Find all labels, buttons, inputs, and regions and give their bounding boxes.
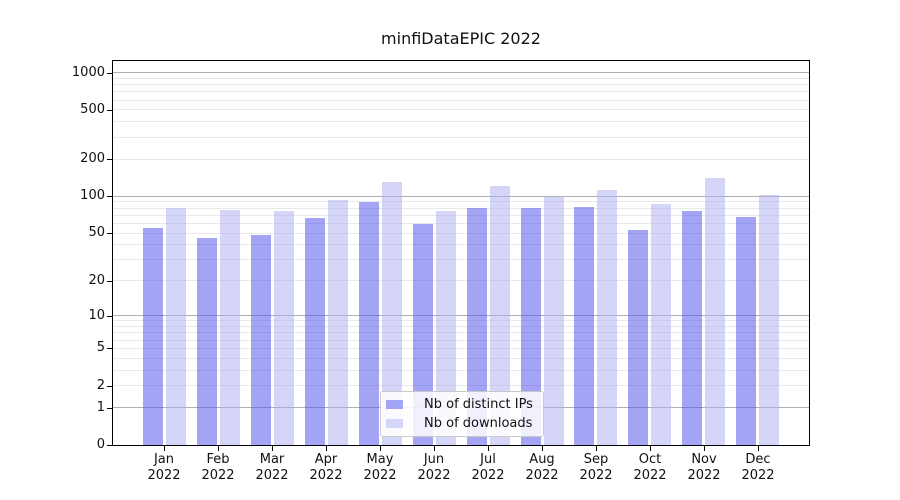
bar-nb-of-distinct-ips-apr-2022: [304, 217, 325, 445]
bar-nb-of-distinct-ips-dec-2022: [736, 216, 757, 445]
x-tick-label-nov-2022: Nov 2022: [687, 452, 721, 483]
gridline-major: [113, 196, 809, 197]
bar-nb-of-distinct-ips-oct-2022: [628, 230, 649, 445]
bar-layer: [113, 61, 809, 445]
x-tick-mark: [272, 446, 273, 451]
gridline-major: [113, 315, 809, 316]
x-tick-mark: [650, 446, 651, 451]
y-tick-label-20: 20: [88, 273, 105, 288]
x-tick-mark: [596, 446, 597, 451]
gridline-minor: [113, 208, 809, 209]
bar-nb-of-distinct-ips-jan-2022: [142, 228, 163, 445]
bar-nb-of-downloads-mar-2022: [273, 210, 294, 445]
grid-layer: [113, 61, 809, 445]
y-tick-label-500: 500: [80, 102, 105, 117]
x-tick-label-sep-2022: Sep 2022: [579, 452, 613, 483]
bar-nb-of-distinct-ips-mar-2022: [250, 235, 271, 445]
x-tick-label-jun-2022: Jun 2022: [417, 452, 451, 483]
x-tick-label-may-2022: May 2022: [363, 452, 397, 483]
legend-label-nb-of-distinct-ips: Nb of distinct IPs: [424, 397, 533, 412]
gridline-major: [113, 72, 809, 73]
legend-label-nb-of-downloads: Nb of downloads: [424, 416, 533, 431]
gridline-minor: [113, 280, 809, 281]
x-tick-label-mar-2022: Mar 2022: [255, 452, 289, 483]
gridline-minor: [113, 159, 809, 160]
gridline-minor: [113, 215, 809, 216]
bar-nb-of-downloads-jun-2022: [435, 210, 456, 445]
bar-nb-of-distinct-ips-jul-2022: [466, 207, 487, 445]
gridline-minor: [113, 84, 809, 85]
bar-nb-of-downloads-apr-2022: [327, 199, 348, 445]
x-tick-label-aug-2022: Aug 2022: [525, 452, 559, 483]
y-tick-label-50: 50: [88, 225, 105, 240]
legend: Nb of distinct IPs Nb of downloads: [380, 391, 544, 437]
x-tick-label-jul-2022: Jul 2022: [471, 452, 505, 483]
x-tick-mark: [164, 446, 165, 451]
bar-nb-of-distinct-ips-feb-2022: [196, 237, 217, 445]
plot-area: [112, 60, 810, 446]
gridline-minor: [113, 223, 809, 224]
y-tick-label-2: 2: [96, 378, 105, 393]
bar-nb-of-distinct-ips-sep-2022: [574, 206, 595, 445]
x-tick-mark: [704, 446, 705, 451]
x-tick-mark: [326, 446, 327, 451]
bar-nb-of-distinct-ips-aug-2022: [520, 208, 541, 445]
y-tick-label-5: 5: [96, 340, 105, 355]
gridline-minor: [113, 91, 809, 92]
bar-nb-of-distinct-ips-jun-2022: [412, 224, 433, 445]
y-tick-label-200: 200: [80, 151, 105, 166]
bar-nb-of-distinct-ips-nov-2022: [682, 210, 703, 445]
gridline-minor: [113, 385, 809, 386]
bar-nb-of-downloads-nov-2022: [705, 177, 726, 445]
legend-swatch-nb-of-downloads: [386, 419, 403, 428]
y-tick-label-0: 0: [96, 437, 105, 452]
bar-nb-of-downloads-sep-2022: [597, 189, 618, 445]
y-tick-label-1000: 1000: [71, 65, 105, 80]
gridline-minor: [113, 100, 809, 101]
bar-nb-of-downloads-oct-2022: [651, 203, 672, 445]
bar-nb-of-downloads-jul-2022: [489, 185, 510, 445]
x-tick-mark: [542, 446, 543, 451]
gridline-minor: [113, 121, 809, 122]
gridline-minor: [113, 137, 809, 138]
gridline-minor: [113, 109, 809, 110]
gridline-minor: [113, 332, 809, 333]
chart-title: minfiDataEPIC 2022: [381, 29, 541, 48]
legend-item-nb-of-downloads: Nb of downloads: [386, 415, 539, 432]
gridline-minor: [113, 326, 809, 327]
gridline-minor: [113, 201, 809, 202]
y-tick-label-100: 100: [80, 188, 105, 203]
x-tick-mark: [488, 446, 489, 451]
bar-nb-of-downloads-may-2022: [381, 182, 402, 445]
bar-nb-of-downloads-feb-2022: [219, 209, 240, 445]
bar-nb-of-downloads-dec-2022: [759, 195, 780, 445]
gridline-minor: [113, 244, 809, 245]
gridline-minor: [113, 340, 809, 341]
x-tick-mark: [218, 446, 219, 451]
gridline-minor: [113, 233, 809, 234]
bar-nb-of-downloads-aug-2022: [543, 197, 564, 445]
gridline-minor: [113, 320, 809, 321]
legend-swatch-nb-of-distinct-ips: [386, 400, 403, 409]
gridline-minor: [113, 358, 809, 359]
x-tick-mark: [434, 446, 435, 451]
x-tick-label-jan-2022: Jan 2022: [147, 452, 181, 483]
legend-item-nb-of-distinct-ips: Nb of distinct IPs: [386, 396, 539, 413]
y-tick-label-1: 1: [96, 400, 105, 415]
x-tick-label-feb-2022: Feb 2022: [201, 452, 235, 483]
y-tick-label-10: 10: [88, 308, 105, 323]
x-tick-mark: [758, 446, 759, 451]
gridline-minor: [113, 78, 809, 79]
gridline-minor: [113, 370, 809, 371]
x-tick-label-dec-2022: Dec 2022: [741, 452, 775, 483]
gridline-minor: [113, 348, 809, 349]
x-tick-mark: [380, 446, 381, 451]
gridline-minor: [113, 259, 809, 260]
bar-nb-of-distinct-ips-may-2022: [358, 201, 379, 445]
bar-nb-of-downloads-jan-2022: [165, 208, 186, 445]
x-tick-label-apr-2022: Apr 2022: [309, 452, 343, 483]
x-tick-label-oct-2022: Oct 2022: [633, 452, 667, 483]
